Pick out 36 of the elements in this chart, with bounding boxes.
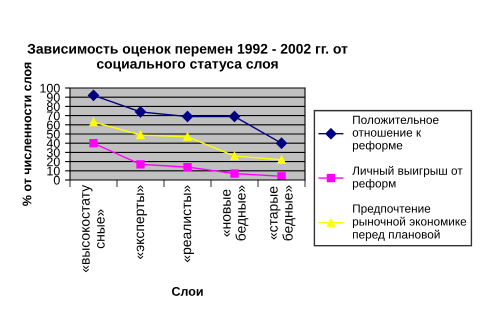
y-tick-label: 0 xyxy=(54,176,60,185)
y-tick-label: 80 xyxy=(46,102,60,112)
legend-label: Предпочтение рыночной экономике перед плановой xyxy=(352,204,466,241)
x-tick-label: «эксперты» xyxy=(136,185,147,260)
y-tick-label: 30 xyxy=(46,148,60,158)
point xyxy=(183,162,192,172)
point xyxy=(89,139,98,148)
point xyxy=(277,156,286,164)
point xyxy=(228,110,240,122)
point xyxy=(136,130,145,140)
x-axis-title: Слои xyxy=(172,286,203,296)
point xyxy=(134,106,146,118)
point xyxy=(88,90,100,101)
y-tick-label: 70 xyxy=(47,111,60,120)
point xyxy=(183,132,192,141)
x-tick-label: «новые бедные» xyxy=(223,185,248,240)
point xyxy=(136,160,145,169)
y-tick-label: 20 xyxy=(47,157,60,166)
legend-label: Личный выигрыш от реформ xyxy=(352,166,463,190)
x-tick-label: «реалисты» xyxy=(184,185,194,262)
x-tick-label: «старые бедные» xyxy=(270,185,296,240)
legend-label: Положительное отношение к реформе xyxy=(352,116,439,152)
y-tick-label: 40 xyxy=(46,139,60,148)
point xyxy=(276,138,288,149)
y-tick-label: 90 xyxy=(46,93,60,102)
point xyxy=(230,169,239,178)
point xyxy=(89,118,98,126)
y-tick-label: 50 xyxy=(46,130,60,139)
y-tick-label: 100 xyxy=(40,84,60,93)
point xyxy=(277,172,286,180)
y-axis-title: % от численности слоя xyxy=(22,62,32,206)
point xyxy=(182,110,194,122)
x-tick-label: «высокостату сные» xyxy=(82,184,105,272)
point xyxy=(230,152,239,160)
y-tick-label: 60 xyxy=(47,120,60,130)
y-tick-label: 10 xyxy=(47,166,60,176)
